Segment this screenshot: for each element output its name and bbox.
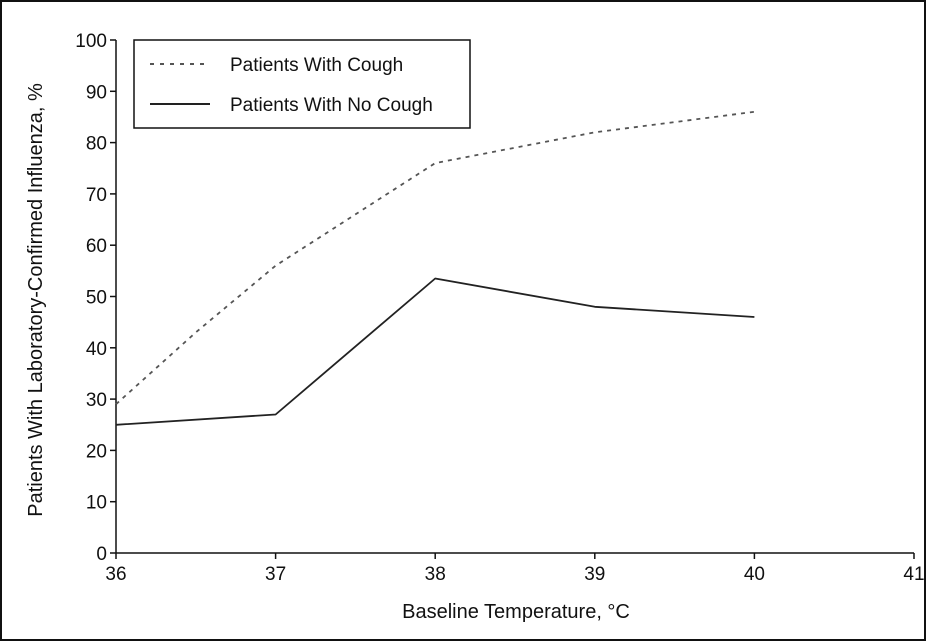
y-tick-label: 30	[86, 390, 107, 411]
x-tick-label: 36	[105, 564, 126, 585]
y-tick-label: 40	[86, 339, 107, 360]
y-tick-label: 60	[86, 236, 107, 257]
series-layer	[115, 110, 755, 426]
y-tick-label: 20	[86, 441, 107, 462]
x-tick-label: 40	[744, 564, 765, 585]
x-axis-title: Baseline Temperature, °C	[402, 601, 630, 623]
y-tick-label: 0	[96, 544, 107, 565]
series-line-no-cough	[115, 277, 755, 426]
x-tick-label: 39	[584, 564, 605, 585]
series-line-cough	[115, 110, 755, 405]
axes: 0 10 20 30 40 50 60 70 80 90 100 36 37 38 39 40 41	[75, 31, 924, 585]
legend-box	[133, 39, 471, 129]
legend: Patients With Cough Patients With No Cou…	[133, 39, 471, 129]
y-tick-label: 70	[86, 185, 107, 206]
y-axis-title: Patients With Laboratory-Confirmed Influ…	[25, 83, 47, 517]
y-tick-label: 50	[86, 288, 107, 309]
x-tick-label: 38	[425, 564, 446, 585]
x-tick-label: 41	[903, 564, 924, 585]
legend-label-no-cough: Patients With No Cough	[230, 95, 433, 116]
y-tick-label: 90	[86, 82, 107, 103]
y-tick-label: 100	[75, 31, 107, 52]
y-tick-label: 10	[86, 493, 107, 514]
x-tick-label: 37	[265, 564, 286, 585]
legend-label-cough: Patients With Cough	[230, 55, 403, 76]
y-tick-label: 80	[86, 134, 107, 155]
